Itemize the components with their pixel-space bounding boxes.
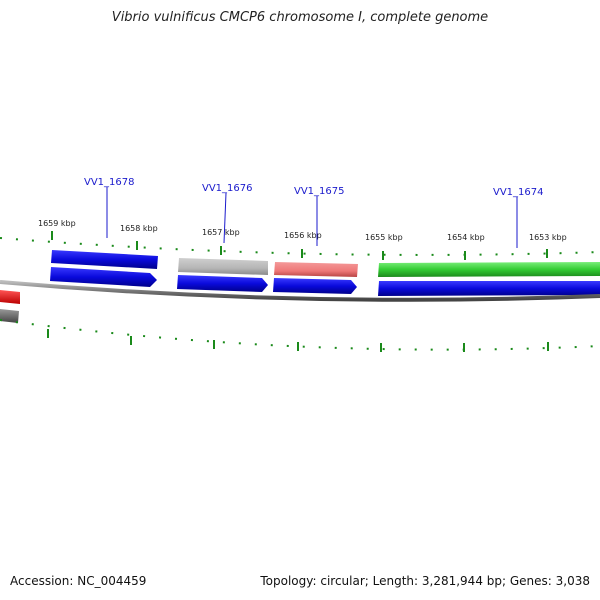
left-edge-red-feature[interactable] (0, 290, 20, 304)
map-title: Vibrio vulnificus CMCP6 chromosome I, co… (111, 10, 489, 25)
gene-bar-vv1-1676[interactable] (178, 258, 268, 275)
cds-arrow[interactable] (177, 275, 268, 292)
chromosome-backbone (0, 280, 600, 302)
cds-arrow[interactable] (50, 267, 157, 287)
gene-leader-line (223, 192, 227, 244)
gene-label-vv1-1678[interactable]: VV1_1678 (84, 177, 135, 188)
gene-bar-vv1-1678[interactable] (51, 250, 158, 269)
scale-label: 1655 kbp (365, 233, 403, 242)
left-edge-gray-feature[interactable] (0, 309, 19, 323)
scale-label: 1653 kbp (529, 233, 567, 242)
gene-bar-vv1-1675[interactable] (274, 262, 358, 277)
cds-arrow[interactable] (378, 281, 600, 296)
inner-scale-ring (0, 319, 600, 352)
cds-arrow[interactable] (273, 278, 357, 294)
scale-label: 1659 kbp (38, 219, 76, 228)
scale-label: 1656 kbp (284, 231, 322, 240)
feature-track (51, 250, 600, 277)
cds-track (50, 267, 600, 296)
gene-label-vv1-1675[interactable]: VV1_1675 (294, 186, 345, 197)
gene-label-vv1-1674[interactable]: VV1_1674 (493, 187, 544, 198)
scale-label: 1658 kbp (120, 224, 158, 233)
accession-text: Accession: NC_004459 (10, 574, 147, 588)
scale-label: 1654 kbp (447, 233, 485, 242)
outer-scale-ring (0, 231, 600, 260)
genome-summary-text: Topology: circular; Length: 3,281,944 bp… (260, 574, 590, 588)
gene-bar-vv1-1674[interactable] (378, 262, 600, 277)
scale-label: 1657 kbp (202, 228, 240, 237)
gene-label-vv1-1676[interactable]: VV1_1676 (202, 183, 253, 194)
